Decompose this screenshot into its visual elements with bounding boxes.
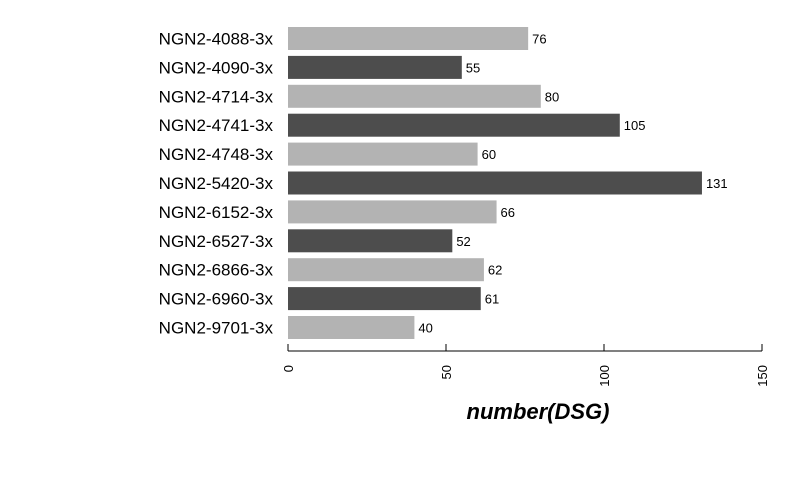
x-tick-label: 50 (439, 365, 454, 379)
value-labels: 76 55 80 105 60 131 66 52 62 61 40 (418, 32, 727, 336)
x-tick-label: 100 (597, 365, 612, 387)
bar-NGN2-6960-3x (288, 287, 481, 311)
x-tick-label: 150 (755, 365, 770, 387)
value-label: 40 (418, 321, 432, 336)
category-label: NGN2-6866-3x (159, 261, 274, 280)
value-label: 131 (706, 176, 728, 191)
value-label: 55 (466, 60, 480, 75)
bar-NGN2-6527-3x (288, 229, 453, 253)
category-label: NGN2-6960-3x (159, 290, 274, 309)
bar-NGN2-4748-3x (288, 142, 478, 166)
value-label: 52 (456, 234, 470, 249)
category-label: NGN2-5420-3x (159, 174, 274, 193)
category-label: NGN2-4748-3x (159, 145, 274, 164)
value-label: 105 (624, 118, 646, 133)
value-label: 76 (532, 32, 546, 47)
bar-NGN2-4088-3x (288, 27, 529, 50)
category-label: NGN2-4088-3x (159, 30, 274, 49)
bar-NGN2-6866-3x (288, 258, 484, 282)
value-label: 66 (501, 205, 515, 220)
bar-NGN2-4714-3x (288, 84, 541, 108)
category-label: NGN2-6152-3x (159, 203, 274, 222)
category-label: NGN2-4741-3x (159, 116, 274, 135)
value-label: 60 (482, 147, 496, 162)
category-label: NGN2-4090-3x (159, 58, 274, 77)
bar-NGN2-9701-3x (288, 316, 415, 339)
value-label: 80 (545, 89, 559, 104)
x-axis: 0 50 100 150 (281, 344, 770, 387)
bar-NGN2-4741-3x (288, 113, 620, 137)
category-labels: NGN2-4088-3x NGN2-4090-3x NGN2-4714-3x NGN2… (159, 30, 274, 338)
bar-NGN2-6152-3x (288, 200, 497, 224)
category-label: NGN2-6527-3x (159, 232, 274, 251)
bar-NGN2-5420-3x (288, 171, 702, 195)
bars-group (288, 27, 702, 339)
value-label: 61 (485, 292, 499, 307)
category-label: NGN2-4714-3x (159, 87, 274, 106)
category-label: NGN2-9701-3x (159, 319, 274, 338)
value-label: 62 (488, 263, 502, 278)
x-tick-label: 0 (281, 365, 296, 372)
x-axis-title: number(DSG) (467, 399, 610, 424)
bar-NGN2-4090-3x (288, 55, 462, 79)
